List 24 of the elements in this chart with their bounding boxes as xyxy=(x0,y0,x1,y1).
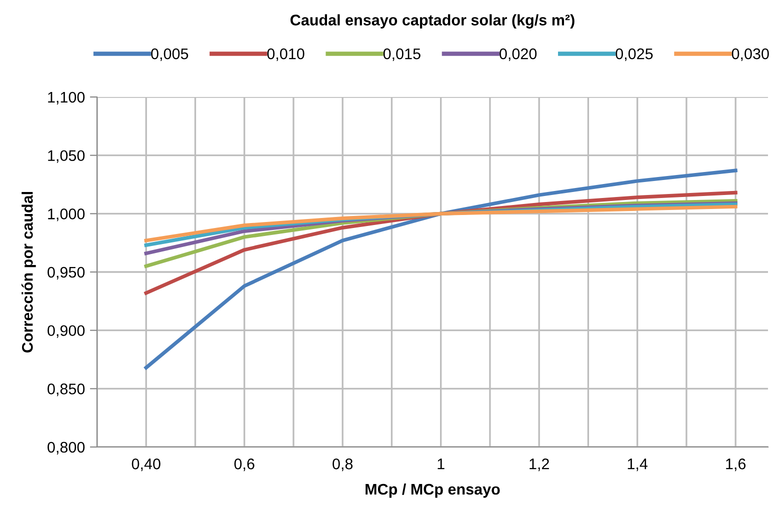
legend-label: 0,010 xyxy=(267,48,304,62)
y-tick-label: 0,800 xyxy=(48,442,85,454)
y-tick-label: 1,050 xyxy=(48,150,85,163)
x-tick-label: 0,8 xyxy=(332,458,353,472)
x-tick-label: 1,4 xyxy=(628,458,648,472)
x-tick-label: 1,2 xyxy=(530,458,549,472)
legend-label: 0,015 xyxy=(383,48,420,62)
legend-label: 0,005 xyxy=(151,48,188,62)
y-tick-label: 1,100 xyxy=(48,92,85,104)
x-tick-label: 1 xyxy=(438,458,444,470)
x-tick-label: 0,6 xyxy=(234,458,254,472)
legend-title: Caudal ensayo captador solar (kg/s m²) xyxy=(290,14,574,29)
y-tick-label: 1,000 xyxy=(48,208,85,222)
y-axis-title: Corrección por caudal xyxy=(21,192,36,352)
y-tick-label: 0,900 xyxy=(48,325,85,338)
x-axis-title: MCp / MCp ensayo xyxy=(366,483,500,498)
legend-label: 0,020 xyxy=(500,48,537,62)
legend-label: 0,025 xyxy=(616,48,653,62)
line-series xyxy=(144,168,738,370)
x-tick-label: 1,6 xyxy=(726,458,746,472)
y-tick-label: 0,850 xyxy=(48,384,85,396)
x-tick-label: 0,40 xyxy=(132,458,160,472)
y-tick-label: 0,950 xyxy=(48,266,85,280)
legend-label: 0,030 xyxy=(732,48,769,62)
